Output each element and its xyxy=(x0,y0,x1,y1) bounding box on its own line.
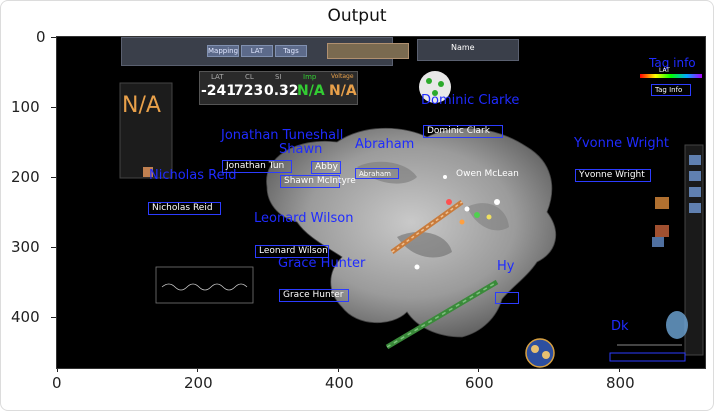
voltage-label: Voltage xyxy=(331,73,354,80)
lat-label: LAT xyxy=(211,73,224,81)
y-tick-label: 0 xyxy=(36,28,46,46)
name-label: Jonathan Tuneshall xyxy=(221,128,344,143)
x-tick-label: 0 xyxy=(52,374,62,392)
tag-info-box[interactable]: Tag Info xyxy=(651,84,691,96)
name-tag[interactable]: Nicholas Reid xyxy=(148,202,221,215)
y-tick-label: 300 xyxy=(11,238,40,256)
name-tag[interactable]: Dominic Clark xyxy=(423,125,503,138)
name-tag[interactable]: Abby xyxy=(311,161,341,174)
y-tick-label: 400 xyxy=(11,308,40,326)
toolbar-icon-group[interactable] xyxy=(327,43,409,59)
lat-button[interactable]: LAT xyxy=(241,45,273,57)
name-tag[interactable]: Abraham xyxy=(355,168,399,179)
name-label: Shawn xyxy=(279,142,323,157)
y-tick-label: 100 xyxy=(11,98,40,116)
image-axes: Mapping LAT Tags Name LAT CL SI Imp Volt… xyxy=(56,36,706,369)
name-tag[interactable]: Shawn McIntyre xyxy=(280,175,356,188)
name-tag[interactable]: Owen McLean xyxy=(456,169,519,179)
name-label: Nicholas Reid xyxy=(149,168,237,183)
figure-title: Output xyxy=(327,6,387,26)
mode-label: Name xyxy=(451,43,475,52)
name-label: Yvonne Wright xyxy=(574,136,670,151)
tag-info-label: Tag info xyxy=(649,56,696,70)
imp-label: Imp xyxy=(303,73,317,81)
name-tag[interactable]: Grace Hunter xyxy=(279,289,349,302)
y-tick-label: 200 xyxy=(11,168,40,186)
x-tick-label: 800 xyxy=(606,374,635,392)
anatomy-mesh xyxy=(119,71,704,368)
si-label: SI xyxy=(275,73,282,81)
mapping-button[interactable]: Mapping xyxy=(207,45,239,57)
readout-panel xyxy=(199,71,358,105)
name-label: Leonard Wilson xyxy=(254,211,354,226)
name-tag[interactable]: Yvonne Wright xyxy=(575,169,651,182)
tags-button[interactable]: Tags xyxy=(275,45,307,57)
name-tag[interactable]: Leonard Wilson xyxy=(255,245,329,258)
hy-tag-box[interactable] xyxy=(495,292,519,304)
voltage-value: N/A xyxy=(329,83,357,99)
si-value: 0.32 xyxy=(264,83,299,99)
x-tick-label: 400 xyxy=(325,374,354,392)
name-label: Grace Hunter xyxy=(278,256,366,271)
name-label: Abraham xyxy=(355,137,415,152)
cl-value: 723 xyxy=(234,83,264,99)
name-label: Hy xyxy=(497,259,515,274)
lat-bar-label: LAT xyxy=(659,67,670,74)
x-tick-label: 200 xyxy=(184,374,213,392)
name-label: Dk xyxy=(611,319,629,334)
mode-panel xyxy=(417,39,519,61)
lat-value: -241 xyxy=(201,83,237,99)
name-label: Dominic Clarke xyxy=(421,93,520,108)
name-tag[interactable]: Jonathan Tun xyxy=(222,160,292,173)
cl-label: CL xyxy=(245,73,254,81)
side-na-value: N/A xyxy=(122,93,161,118)
imp-value: N/A xyxy=(297,83,325,99)
x-tick-label: 600 xyxy=(465,374,494,392)
